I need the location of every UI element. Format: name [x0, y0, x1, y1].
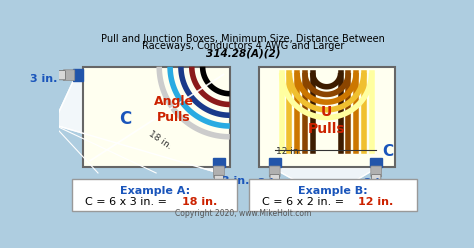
Bar: [259, 67, 395, 167]
Text: C: C: [383, 144, 393, 159]
Text: 12 in.: 12 in.: [276, 147, 302, 156]
Text: Raceways, Conductors 4 AWG and Larger: Raceways, Conductors 4 AWG and Larger: [142, 41, 344, 51]
Text: 2 in.: 2 in.: [258, 178, 285, 188]
Bar: [73, 69, 82, 81]
FancyBboxPatch shape: [269, 166, 280, 177]
FancyBboxPatch shape: [57, 71, 65, 80]
Bar: [370, 157, 383, 167]
Text: 3 in.: 3 in.: [30, 74, 58, 84]
Text: 3 in.: 3 in.: [222, 176, 250, 186]
Text: Angle
Pulls: Angle Pulls: [154, 94, 194, 124]
FancyBboxPatch shape: [214, 175, 224, 184]
Text: C: C: [119, 110, 131, 128]
Text: Copyright 2020, www.MikeHolt.com: Copyright 2020, www.MikeHolt.com: [175, 209, 311, 218]
Polygon shape: [273, 168, 376, 198]
FancyBboxPatch shape: [371, 166, 382, 177]
FancyBboxPatch shape: [63, 70, 75, 81]
Text: C = 6 x 2 in. =: C = 6 x 2 in. =: [262, 197, 347, 207]
Bar: [213, 157, 225, 167]
FancyBboxPatch shape: [249, 179, 417, 212]
Text: 314.28(A)(2): 314.28(A)(2): [206, 48, 280, 58]
Text: U
Pulls: U Pulls: [308, 105, 346, 136]
Text: 18 in.: 18 in.: [182, 197, 217, 207]
Text: C = 6 x 3 in. =: C = 6 x 3 in. =: [85, 197, 170, 207]
FancyBboxPatch shape: [73, 179, 237, 212]
Polygon shape: [53, 74, 219, 173]
Bar: [82, 67, 230, 167]
Text: Example A:: Example A:: [119, 186, 190, 196]
Text: Example B:: Example B:: [298, 186, 368, 196]
Text: Pull and Junction Boxes, Minimum Size, Distance Between: Pull and Junction Boxes, Minimum Size, D…: [101, 34, 385, 44]
Text: 18 in.: 18 in.: [147, 129, 173, 151]
Bar: [268, 157, 281, 167]
FancyBboxPatch shape: [270, 175, 279, 183]
Text: 2 in.: 2 in.: [364, 178, 392, 188]
Text: 12 in.: 12 in.: [358, 197, 393, 207]
FancyBboxPatch shape: [213, 166, 224, 178]
FancyBboxPatch shape: [372, 175, 381, 183]
